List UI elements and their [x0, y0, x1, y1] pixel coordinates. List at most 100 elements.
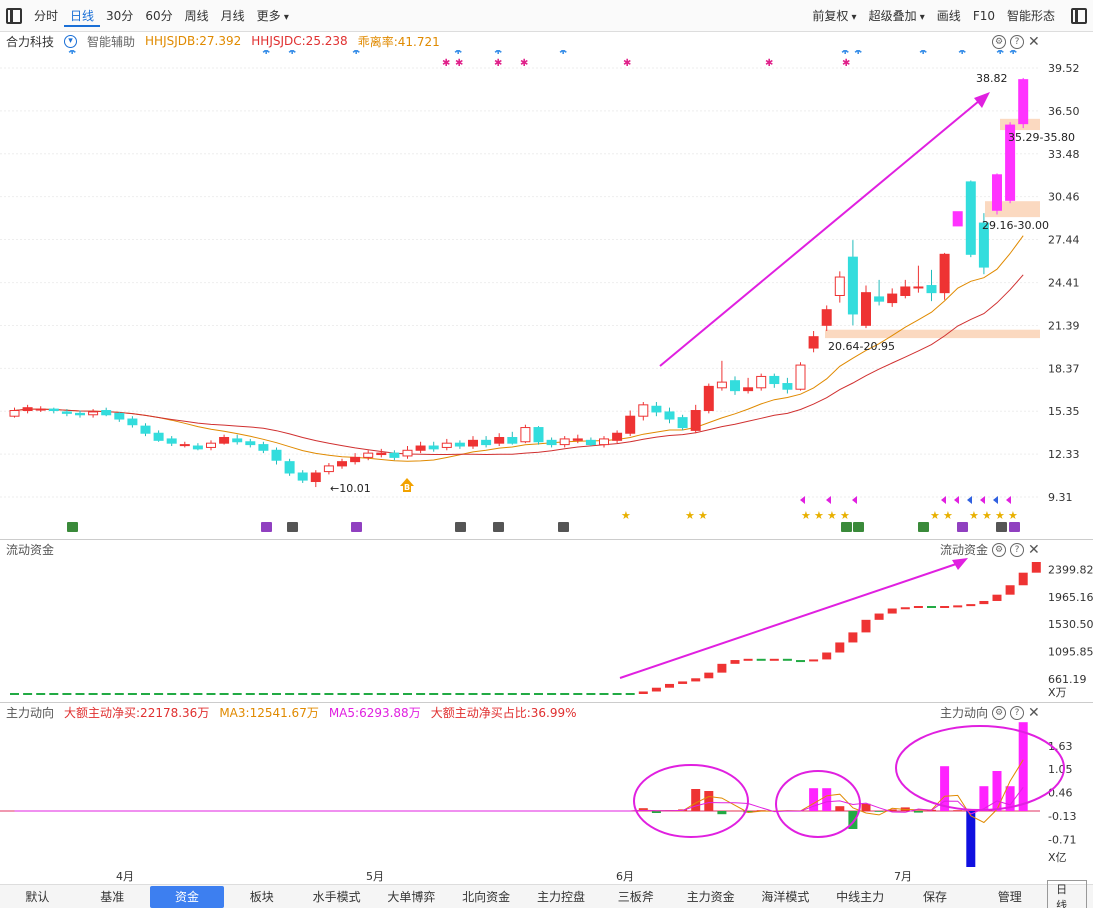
- gold-star-icon: ★: [685, 509, 695, 522]
- signal-star-icon: ✱: [996, 50, 1004, 57]
- candle-body: [992, 174, 1002, 211]
- candle-body: [834, 276, 845, 296]
- adjust-dropdown[interactable]: 前复权: [806, 5, 862, 27]
- flag-marker-icon: [800, 496, 805, 504]
- settings-icon[interactable]: ⚙: [992, 542, 1007, 557]
- flow-bar: [900, 607, 910, 610]
- high-price-label: 38.82: [976, 72, 1008, 85]
- template-tab[interactable]: 三板斧: [617, 889, 654, 904]
- gold-star-icon: ★: [814, 509, 824, 522]
- flow-bar: [651, 687, 661, 692]
- candle-body: [795, 364, 806, 390]
- candle-body: [166, 438, 177, 444]
- low-price-label: ←10.01: [330, 482, 371, 495]
- template-tab[interactable]: 中线主力: [836, 889, 885, 904]
- candle-body: [533, 427, 544, 443]
- tab-minute[interactable]: 分时: [34, 8, 59, 23]
- main-force-chart[interactable]: 1.63 1.05 0.46 -0.13 -0.71 X亿: [0, 721, 1093, 867]
- tab-60min[interactable]: 60分: [145, 8, 173, 23]
- settings-icon[interactable]: ⚙: [992, 705, 1007, 720]
- template-tab[interactable]: 海洋模式: [761, 889, 810, 904]
- price-tick-label: 12.33: [1048, 448, 1080, 461]
- assist-toggle-icon[interactable]: ▾: [64, 34, 78, 48]
- candle-body: [35, 408, 46, 411]
- candle-body: [507, 436, 518, 444]
- template-tab-active[interactable]: 资金: [149, 885, 225, 908]
- overlay-dropdown[interactable]: 超级叠加: [863, 5, 931, 27]
- settings-icon[interactable]: ⚙: [992, 35, 1006, 49]
- candle-body: [782, 383, 793, 390]
- price-chart[interactable]: 39.52 36.50 33.48 30.46 27.44 24.41 21.39 18.37…: [0, 50, 1093, 538]
- flow-bar: [88, 693, 98, 695]
- template-tab[interactable]: 基准: [100, 889, 125, 904]
- sidebar-toggle-icon[interactable]: [6, 7, 22, 24]
- tab-daily[interactable]: 日线: [64, 5, 101, 27]
- template-tab[interactable]: 北向资金: [462, 889, 511, 904]
- flow-trend-line: [619, 561, 963, 679]
- flag-marker-icon: [980, 496, 985, 504]
- signal-star-icon: ✱: [352, 50, 360, 57]
- tab-weekly[interactable]: 周线: [184, 8, 209, 23]
- help-icon[interactable]: ?: [1010, 35, 1024, 49]
- close-icon[interactable]: ✕: [1028, 704, 1040, 721]
- zone-label: 20.64-20.95: [828, 340, 895, 353]
- force-tick-label: 0.46: [1048, 787, 1073, 800]
- force-bar: [651, 811, 661, 813]
- flow-bar: [468, 693, 478, 695]
- candle-body: [900, 286, 911, 296]
- flow-bar: [36, 693, 46, 695]
- signal-star-icon: ✱: [1009, 50, 1017, 57]
- more-dropdown[interactable]: 更多: [251, 5, 295, 27]
- smart-pattern-button[interactable]: 智能形态: [1006, 9, 1055, 23]
- right-panel-toggle-icon[interactable]: [1071, 8, 1087, 24]
- flow-bar: [966, 604, 976, 607]
- candle-body: [415, 445, 426, 451]
- tab-30min[interactable]: 30分: [106, 8, 134, 23]
- gold-star-icon: ★: [982, 509, 992, 522]
- flow-bar: [245, 693, 255, 695]
- close-icon[interactable]: ✕: [1028, 541, 1040, 558]
- flow-bar: [193, 693, 203, 695]
- force-unit-label: X亿: [1048, 851, 1067, 864]
- gold-star-icon: ★: [969, 509, 979, 522]
- flow-bar: [809, 659, 819, 662]
- assist-label[interactable]: 智能辅助: [87, 34, 136, 49]
- day-line-button[interactable]: 日线: [1047, 879, 1088, 908]
- template-tab[interactable]: 水手模式: [312, 889, 361, 904]
- flow-bar: [861, 619, 871, 633]
- tab-monthly[interactable]: 月线: [220, 8, 245, 23]
- template-tab[interactable]: 保存: [922, 889, 947, 904]
- flow-bar: [403, 693, 412, 695]
- help-icon[interactable]: ?: [1010, 705, 1025, 720]
- template-tab[interactable]: 默认: [25, 889, 50, 904]
- template-tab[interactable]: 主力资金: [686, 889, 735, 904]
- event-tag-icon: [287, 522, 298, 532]
- flag-marker-icon: [993, 496, 998, 504]
- template-tab[interactable]: 大单博弈: [387, 889, 436, 904]
- candle-body: [481, 439, 492, 446]
- event-tag-icon: [493, 522, 504, 532]
- template-tab[interactable]: 管理: [997, 889, 1022, 904]
- draw-line-button[interactable]: 画线: [936, 9, 961, 23]
- force-bar: [717, 811, 727, 815]
- template-tab[interactable]: 主力控盘: [536, 889, 585, 904]
- indicator-ma3: MA3:12541.67万: [219, 705, 319, 720]
- candle-body: [926, 285, 937, 294]
- indicator-bias: 乖离率:41.721: [357, 34, 440, 49]
- signal-star-icon: ✱: [765, 58, 773, 69]
- close-icon[interactable]: ✕: [1028, 34, 1040, 50]
- candle-body: [520, 427, 531, 443]
- help-icon[interactable]: ?: [1010, 542, 1025, 557]
- main-panel-right-title: 主力动向: [940, 706, 989, 720]
- template-tab[interactable]: 板块: [249, 889, 274, 904]
- trend-arrow-head: [974, 92, 990, 108]
- candle-body: [61, 411, 72, 414]
- f10-button[interactable]: F10: [972, 9, 995, 23]
- event-tag-icon: [67, 522, 78, 532]
- candle-body: [127, 418, 138, 426]
- flow-bar: [167, 693, 177, 695]
- force-tick-label: 1.05: [1048, 763, 1073, 776]
- ma-line-orange: [14, 235, 1024, 462]
- gold-star-icon: ★: [1008, 509, 1018, 522]
